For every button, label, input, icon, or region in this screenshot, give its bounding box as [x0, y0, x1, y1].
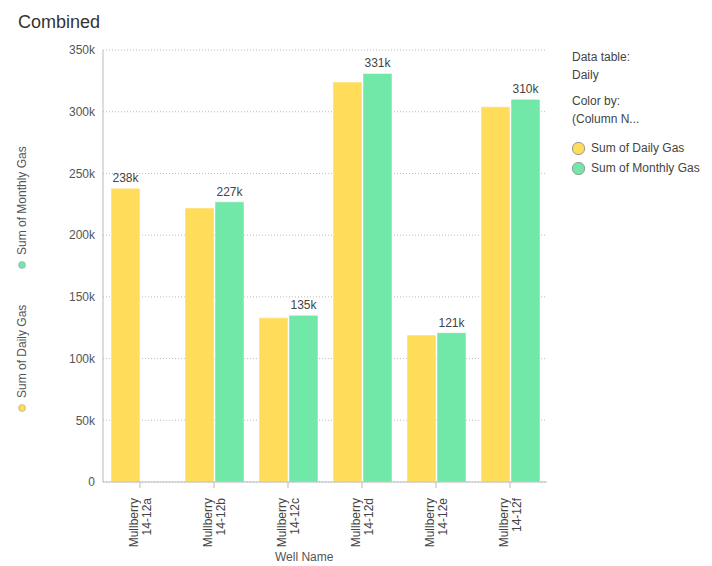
svg-text:Mullberry14-12d: Mullberry14-12d: [349, 498, 376, 547]
svg-text:Mullberry14-12f: Mullberry14-12f: [497, 497, 524, 547]
svg-text:Mullberry14-12a: Mullberry14-12a: [127, 498, 154, 548]
svg-text:Sum of Monthly Gas: Sum of Monthly Gas: [15, 146, 29, 255]
svg-text:50k: 50k: [76, 414, 96, 428]
svg-text:227k: 227k: [216, 185, 243, 199]
html-text:Combined: Combined: [18, 12, 100, 32]
html-text:Well Name: Well Name: [275, 550, 334, 564]
svg-text:0: 0: [88, 475, 95, 489]
svg-text:250k: 250k: [69, 167, 96, 181]
svg-text:Sum of Daily Gas: Sum of Daily Gas: [15, 305, 29, 398]
html-text:Sum of Monthly Gas: Sum of Monthly Gas: [591, 161, 700, 175]
svg-text:300k: 300k: [69, 105, 96, 119]
html-text:Daily: Daily: [572, 68, 599, 82]
svg-text:Mullberry14-12e: Mullberry14-12e: [423, 498, 450, 548]
html-text:(Column N...: (Column N...: [572, 112, 640, 126]
svg-text:331k: 331k: [364, 56, 391, 70]
svg-text:310k: 310k: [512, 82, 539, 96]
html-text:Sum of Daily Gas: Sum of Daily Gas: [591, 141, 685, 155]
html-text:Color by:: Color by:: [572, 94, 620, 108]
svg-text:135k: 135k: [290, 298, 317, 312]
html-text:Data table:: Data table:: [572, 50, 630, 64]
svg-text:200k: 200k: [69, 228, 96, 242]
svg-text:238k: 238k: [112, 171, 139, 185]
svg-text:121k: 121k: [438, 316, 465, 330]
svg-text:Mullberry14-12b: Mullberry14-12b: [201, 498, 228, 548]
svg-text:150k: 150k: [69, 290, 96, 304]
svg-text:350k: 350k: [69, 43, 96, 57]
svg-text:Mullberry14-12c: Mullberry14-12c: [275, 498, 302, 547]
svg-text:100k: 100k: [69, 352, 96, 366]
